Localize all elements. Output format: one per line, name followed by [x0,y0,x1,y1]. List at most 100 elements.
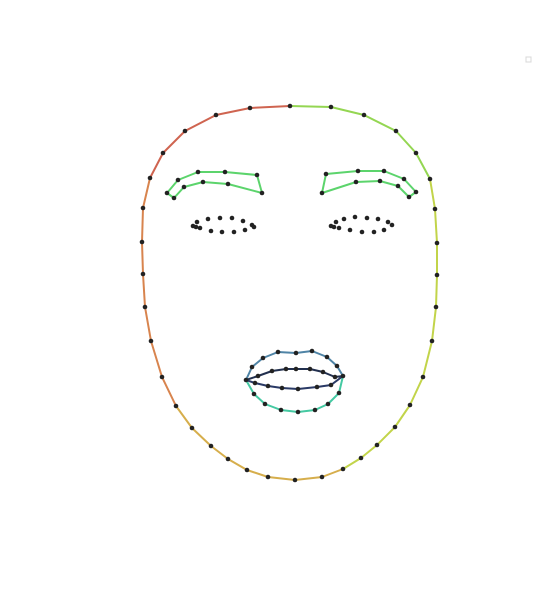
landmark-point [295,409,301,415]
landmark-point [307,366,313,372]
landmark-point [249,364,255,370]
landmark-point [244,467,250,473]
landmark-point [194,219,200,225]
landmark-point [265,383,271,389]
landmark-point [225,456,231,462]
landmark-point [243,377,249,383]
landmark-point [254,172,260,178]
contour-bottom [175,405,344,481]
landmark-point [340,466,346,472]
landmark-point [353,179,359,185]
landmark-point [181,184,187,190]
landmark-point [352,214,358,220]
landmark-point [251,391,257,397]
landmark-point [371,229,377,235]
landmark-point [375,216,381,222]
landmark-point [140,205,146,211]
landmark-point [148,338,154,344]
landmark-point [182,128,188,134]
landmark-point [140,271,146,277]
landmark-point [189,425,195,431]
landmark-point [217,215,223,221]
landmark-point [432,206,438,212]
landmark-point [401,176,407,182]
landmark-point [283,366,289,372]
landmark-point [324,354,330,360]
landmark-point [395,183,401,189]
landmark-point [319,190,325,196]
landmark-point [385,219,391,225]
landmark-point [225,181,231,187]
contour-top-left [149,105,291,179]
landmark-point [413,189,419,195]
landmark-point [222,169,228,175]
landmark-point [247,105,253,111]
landmark-point [359,229,365,235]
landmark-point [381,168,387,174]
landmark-point [355,168,361,174]
landmark-point [293,366,299,372]
landmark-point [332,374,338,380]
landmark-point [208,228,214,234]
landmark-point [323,171,329,177]
landmark-point [392,424,398,430]
landmark-point [251,224,257,230]
landmark-point [175,177,181,183]
landmark-point [361,112,367,118]
landmark-point [242,227,248,233]
landmark-point [159,374,165,380]
landmark-point [325,401,331,407]
landmark-point [336,225,342,231]
landmark-point [340,373,346,379]
landmark-point [429,338,435,344]
landmark-point [334,363,340,369]
landmark-point [434,272,440,278]
landmark-point [314,384,320,390]
landmark-point [336,390,342,396]
landmark-point [255,373,261,379]
landmark-point [312,407,318,413]
landmark-point [160,150,166,156]
landmark-point [200,179,206,185]
landmark-point [139,239,145,245]
landmark-point [205,216,211,222]
contour-right [342,178,438,470]
landmark-point [328,382,334,388]
landmark-point [328,104,334,110]
landmark-point [240,218,246,224]
landmark-point [389,222,395,228]
inner-lower-lip [245,375,344,390]
landmark-point [195,169,201,175]
landmark-point [374,442,380,448]
landmark-point [309,348,315,354]
landmark-point [319,474,325,480]
landmark-point [197,225,203,231]
landmark-point [147,175,153,181]
landmark-point [333,219,339,225]
landmark-point [193,224,199,230]
landmark-point [260,355,266,361]
landmark-point [269,368,275,374]
landmark-point [231,229,237,235]
landmark-point [142,304,148,310]
landmark-point [292,477,298,483]
landmark-point [347,227,353,233]
left-eyebrow [166,171,263,199]
landmark-point [427,176,433,182]
landmark-point [173,403,179,409]
landmark-point [406,194,412,200]
landmark-point [262,401,268,407]
landmark-point [434,240,440,246]
landmark-point [279,385,285,391]
landmark-point [377,178,383,184]
landmark-point [393,128,399,134]
landmark-point [275,349,281,355]
outer-lower-lip [245,375,344,413]
landmark-point [320,369,326,375]
landmark-point [259,190,265,196]
landmark-point [413,150,419,156]
landmark-point [341,216,347,222]
landmark-point [208,443,214,449]
landmark-point [331,224,337,230]
